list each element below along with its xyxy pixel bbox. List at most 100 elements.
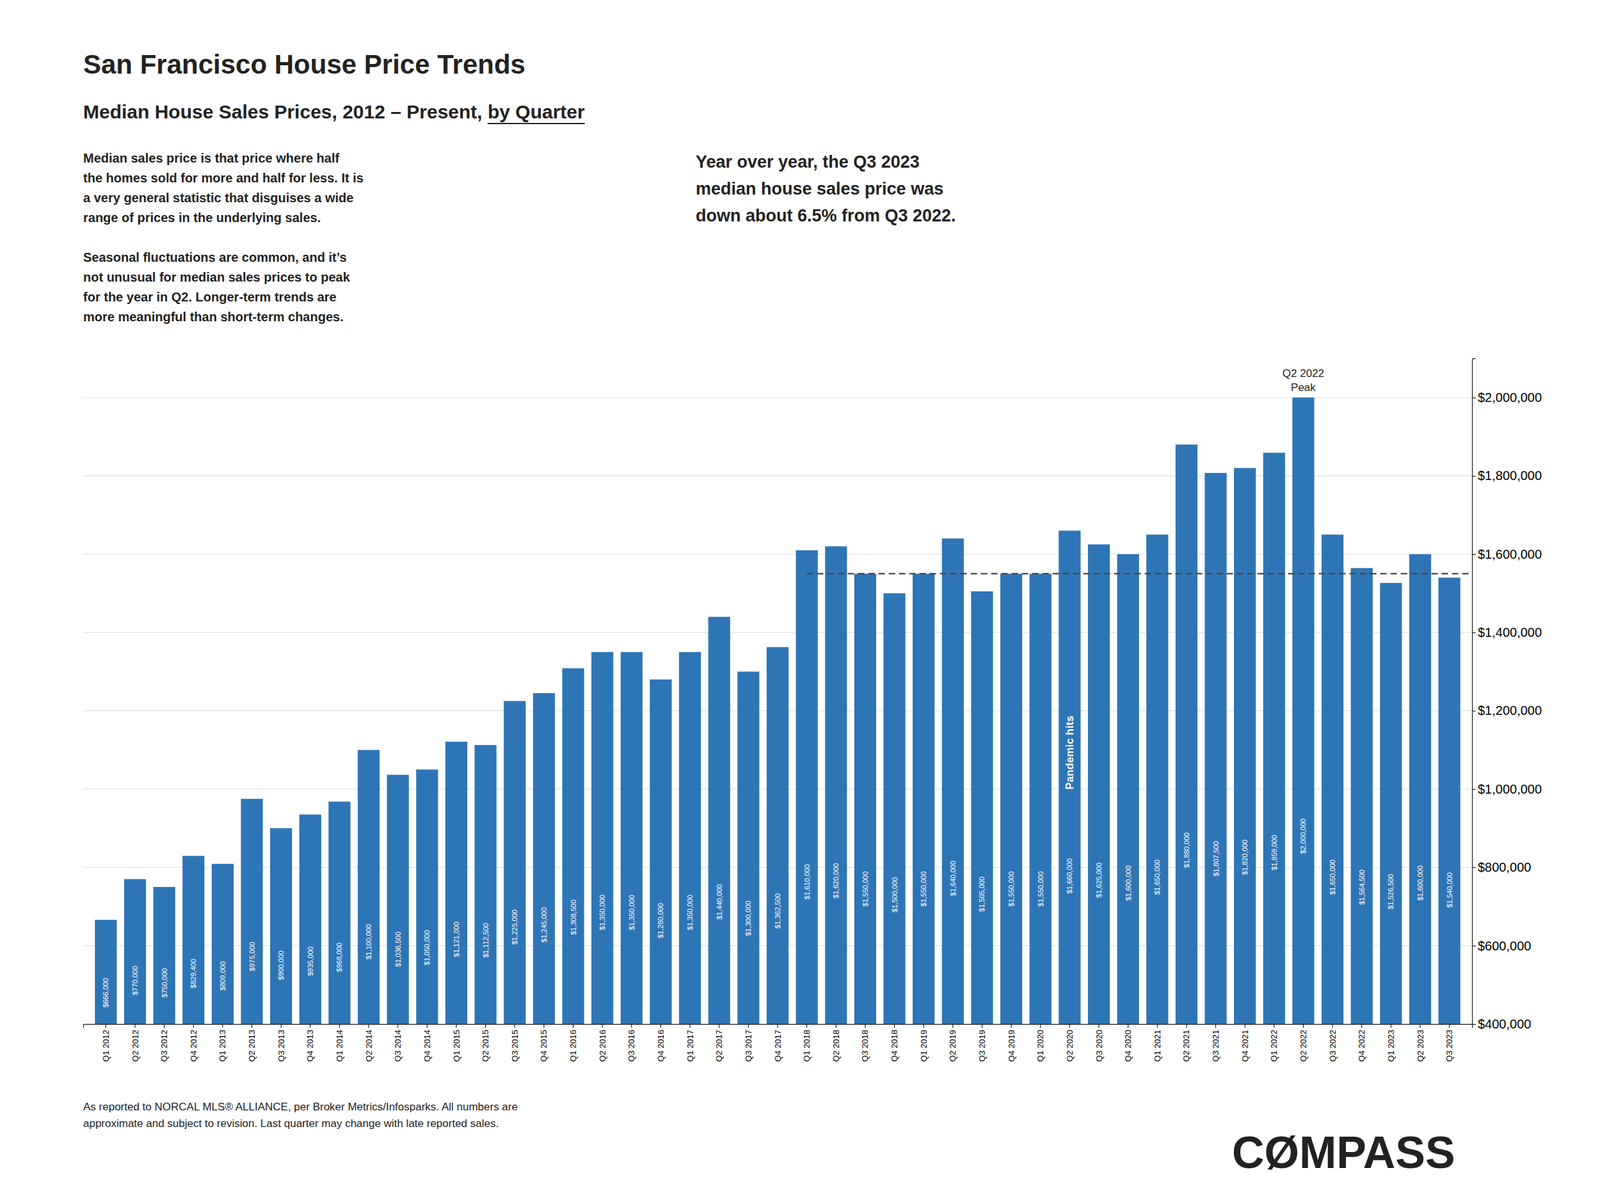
bar <box>1233 467 1256 1024</box>
x-tick: Q4 2015 <box>538 1024 549 1062</box>
y-tick-label: $1,600,000 <box>1477 547 1542 562</box>
x-tick: Q3 2014 <box>392 1024 403 1062</box>
x-tick-label: Q1 2019 <box>919 1029 929 1062</box>
annotations: Pandemic hitsQ2 2022Peak <box>1063 367 1325 790</box>
data-label: $1,650,000 <box>1328 859 1337 895</box>
x-tick-label: Q3 2014 <box>392 1029 403 1062</box>
y-tick: $600,000 <box>1472 938 1531 953</box>
footer-line: As reported to NORCAL MLS® ALLIANCE, per… <box>83 1100 518 1113</box>
data-label: $809,000 <box>218 961 227 991</box>
data-label: $829,400 <box>189 958 198 989</box>
x-tick: Q4 2020 <box>1123 1024 1133 1062</box>
x-tick-mark <box>368 1024 370 1028</box>
x-axis-line <box>83 1024 1473 1029</box>
bar <box>1263 452 1286 1024</box>
data-label: $1,505,000 <box>977 876 986 912</box>
data-labels: $666,000$770,000$750,000$829,400$809,000… <box>101 818 1453 1008</box>
bar <box>270 828 292 1024</box>
footer: As reported to NORCAL MLS® ALLIANCE, per… <box>83 1100 518 1130</box>
x-tick: Q3 2017 <box>743 1024 754 1062</box>
footer-group: As reported to NORCAL MLS® ALLIANCE, per… <box>83 1100 1456 1178</box>
x-tick-label: Q2 2015 <box>480 1029 491 1062</box>
x-tick-label: Q2 2012 <box>130 1029 141 1062</box>
x-tick: Q2 2017 <box>714 1024 724 1062</box>
bar <box>1409 554 1432 1024</box>
x-tick-label: Q2 2016 <box>597 1029 608 1062</box>
y-tick-mark <box>1472 554 1476 555</box>
x-tick: Q3 2013 <box>276 1024 287 1062</box>
x-tick-mark <box>1273 1024 1275 1028</box>
x-tick-mark <box>1157 1024 1158 1028</box>
x-tick-mark <box>397 1024 399 1028</box>
x-tick-label: Q3 2023 <box>1444 1029 1455 1062</box>
reference-line <box>807 572 1472 575</box>
subtitle: Median House Sales Prices, 2012 – Presen… <box>83 101 488 123</box>
x-tick-label: Q3 2015 <box>510 1029 520 1062</box>
bar <box>766 647 789 1024</box>
note-line: more meaningful than short-term changes. <box>83 309 344 324</box>
x-tick-label: Q4 2016 <box>656 1029 666 1062</box>
x-tick-label: Q2 2013 <box>247 1029 257 1062</box>
x-tick-mark <box>835 1024 837 1028</box>
x-tick-mark <box>952 1024 953 1028</box>
x-axis: Q1 2012Q2 2012Q3 2012Q4 2012Q1 2013Q2 20… <box>83 1024 1473 1062</box>
bar <box>1058 530 1081 1024</box>
data-label: $1,500,000 <box>890 877 899 913</box>
x-tick-label: Q1 2022 <box>1269 1029 1279 1062</box>
x-tick: Q2 2020 <box>1064 1024 1075 1062</box>
note-line: the homes sold for more and half for les… <box>83 170 364 185</box>
x-tick-label: Q4 2018 <box>889 1029 900 1062</box>
bar <box>561 668 584 1024</box>
data-label: $1,550,000 <box>1007 871 1016 907</box>
chart: San Francisco House Price TrendsMedian H… <box>0 0 1600 1200</box>
data-label: $2,000,000 <box>1299 818 1307 854</box>
x-tick: Q1 2021 <box>1152 1024 1163 1062</box>
x-tick-label: Q3 2021 <box>1210 1029 1221 1062</box>
data-label: $1,620,000 <box>832 863 840 899</box>
x-tick-mark <box>777 1024 779 1028</box>
x-tick: Q4 2017 <box>773 1024 783 1062</box>
x-tick: Q2 2013 <box>247 1024 257 1062</box>
bar <box>211 864 234 1024</box>
y-tick-label: $1,000,000 <box>1477 782 1542 797</box>
y-tick-mark <box>1472 632 1476 633</box>
y-tick: $1,000,000 <box>1472 782 1542 797</box>
x-tick-label: Q2 2014 <box>364 1029 374 1062</box>
y-axis: $400,000$600,000$800,000$1,000,000$1,200… <box>1472 359 1542 1032</box>
bar <box>1438 577 1461 1024</box>
y-tick-mark <box>1472 789 1476 790</box>
data-label: $1,300,000 <box>744 900 752 936</box>
x-tick-mark <box>105 1024 107 1028</box>
x-tick-mark <box>456 1024 457 1028</box>
x-tick-label: Q3 2013 <box>276 1029 287 1062</box>
data-label: $1,362,500 <box>773 893 782 929</box>
data-label: $1,440,000 <box>715 884 724 920</box>
data-label: $1,600,000 <box>1416 865 1424 901</box>
bar <box>153 887 176 1024</box>
data-label: $935,000 <box>306 946 315 976</box>
plot-area <box>94 397 1472 1024</box>
footer-line: approximate and subject to revision. Las… <box>83 1117 499 1130</box>
x-tick-mark <box>1040 1024 1041 1028</box>
data-label: $1,807,500 <box>1212 840 1220 877</box>
x-tick-label: Q4 2013 <box>305 1029 315 1062</box>
x-tick-label: Q1 2013 <box>217 1029 228 1062</box>
x-tick-label: Q2 2020 <box>1064 1029 1075 1062</box>
bar <box>182 855 205 1024</box>
subtitle-underline <box>487 122 585 125</box>
x-tick: Q2 2023 <box>1415 1024 1426 1062</box>
x-tick-label: Q1 2020 <box>1035 1029 1046 1062</box>
bar <box>737 671 760 1024</box>
x-tick-label: Q3 2016 <box>626 1029 637 1062</box>
bar <box>328 801 351 1024</box>
y-tick-mark <box>1472 1024 1476 1025</box>
data-label: $1,625,000 <box>1095 862 1103 898</box>
bar <box>796 550 818 1024</box>
y-tick-label: $2,000,000 <box>1477 390 1542 405</box>
x-tick-mark <box>631 1024 632 1028</box>
bar <box>387 775 409 1024</box>
x-tick-label: Q1 2017 <box>685 1029 696 1062</box>
data-label: $968,000 <box>335 942 344 973</box>
x-tick: Q2 2016 <box>597 1024 608 1062</box>
x-tick-mark <box>251 1024 253 1028</box>
